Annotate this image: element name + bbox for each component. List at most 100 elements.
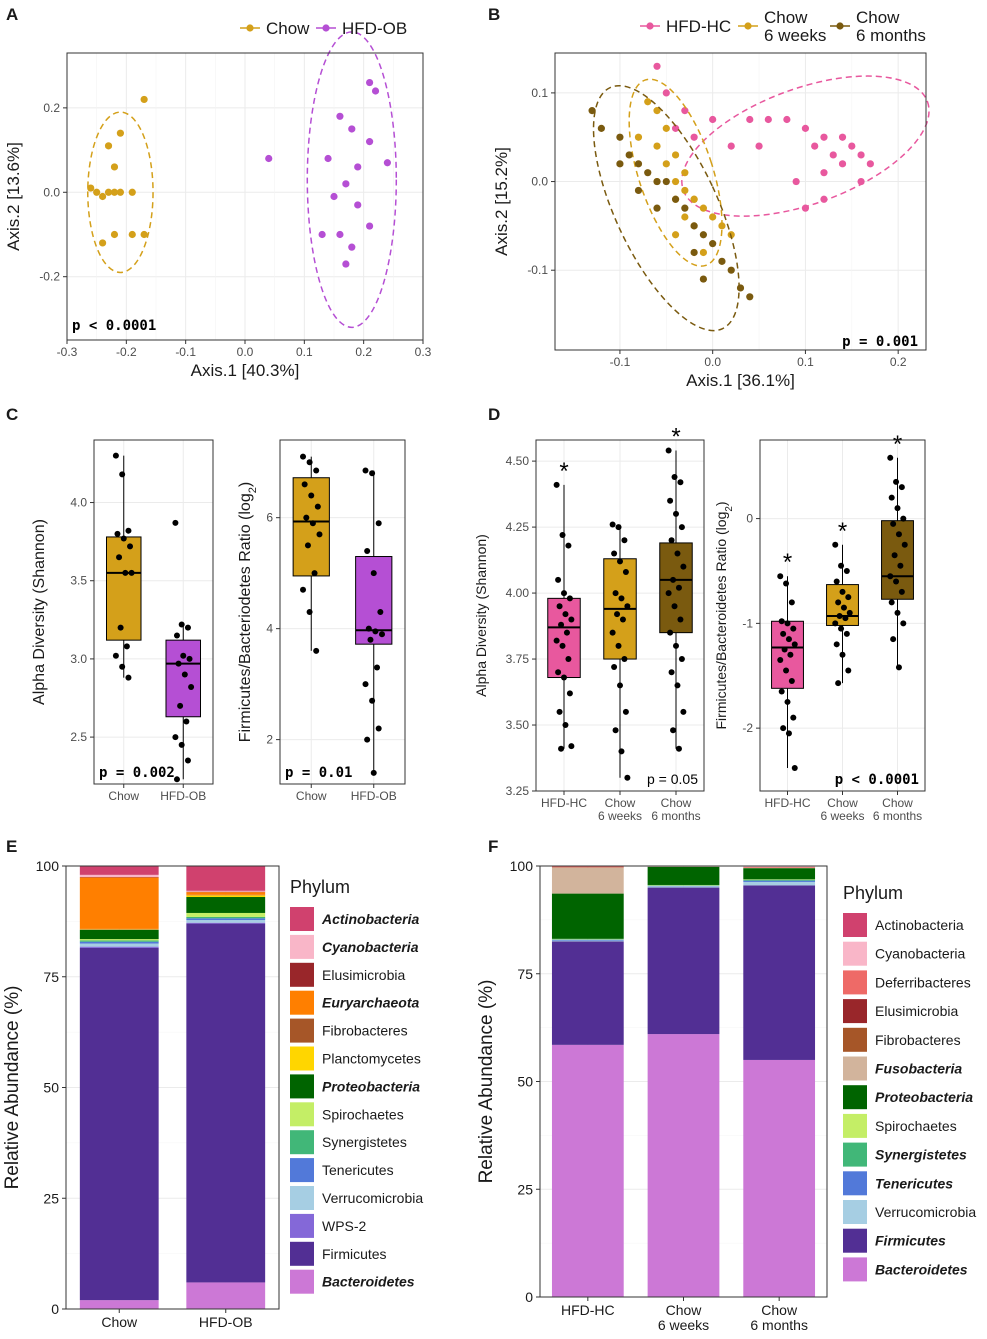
scatter-point	[93, 188, 101, 196]
data-point	[615, 642, 622, 649]
data-point	[562, 722, 569, 729]
legend-label: Actinobacteria	[321, 911, 419, 927]
data-point	[891, 552, 898, 559]
bar-segment	[79, 943, 159, 947]
scatter-point	[838, 133, 847, 141]
scatter-point	[709, 240, 717, 248]
data-point	[791, 641, 798, 648]
y-tick-label: 25	[43, 1190, 59, 1206]
data-point	[784, 698, 791, 705]
data-point	[122, 569, 129, 576]
scatter-point	[764, 115, 772, 124]
data-point	[304, 542, 311, 549]
bar-segment	[79, 874, 159, 878]
data-point	[619, 616, 626, 623]
data-point	[622, 568, 629, 575]
legend-swatch	[290, 962, 314, 987]
legend-label: Proteobacteria	[875, 1089, 973, 1105]
y-axis-label: Relative Abundance (%)	[476, 980, 497, 1184]
scatter-point	[104, 142, 113, 150]
x-tick-label: HFD-OB	[160, 789, 206, 803]
bar-segment	[186, 912, 266, 917]
x-tick-label: 0.2	[355, 345, 372, 359]
data-point	[181, 671, 188, 678]
bar-segment	[186, 918, 266, 921]
data-point	[558, 621, 565, 628]
x-tick-label: Chow	[605, 796, 636, 810]
y-tick-label: 2.5	[70, 730, 87, 744]
y-tick-label: 6	[266, 511, 273, 525]
legend-label: Planctomycetes	[322, 1051, 421, 1067]
legend-title: Phylum	[843, 883, 903, 903]
y-tick-label: 3.25	[506, 784, 530, 798]
y-axis-label-close: )	[713, 502, 729, 507]
scatter-point	[671, 177, 680, 186]
legend-label: Spirochaetes	[875, 1118, 957, 1134]
scatter-point	[116, 188, 124, 196]
y-tick-label: 0.2	[43, 101, 60, 115]
legend-label: Cyanobacteria	[322, 939, 419, 955]
significance-star: *	[893, 431, 902, 458]
legend-swatch	[843, 1171, 867, 1196]
scatter-point	[644, 98, 652, 106]
panel-letter-c: C	[6, 405, 18, 424]
box	[547, 597, 581, 679]
bar-segment	[551, 939, 624, 941]
scatter-point	[110, 188, 119, 196]
data-point	[618, 595, 625, 602]
legend-label: Verrucomicrobia	[875, 1204, 976, 1220]
bar-segment	[79, 877, 159, 929]
data-point	[833, 578, 840, 585]
scatter-point	[662, 89, 670, 97]
legend-swatch	[290, 934, 314, 959]
data-point	[667, 497, 674, 504]
data-point	[621, 656, 628, 663]
legend-swatch	[290, 1213, 314, 1238]
x-tick-label: HFD-HC	[765, 796, 811, 810]
data-point	[783, 580, 790, 587]
data-point	[175, 660, 182, 667]
data-point	[898, 588, 905, 595]
x-tick-label: Chow	[108, 789, 139, 803]
data-point	[624, 774, 631, 781]
scatter-point	[829, 151, 837, 159]
bar-segment	[79, 947, 159, 1301]
data-point	[311, 570, 318, 577]
bar-segment	[647, 1034, 720, 1297]
data-point	[895, 531, 902, 538]
x-tick-label: Chow	[882, 796, 913, 810]
legend-swatch	[843, 1228, 867, 1253]
bar-segment	[551, 867, 624, 894]
legend-swatch	[843, 1257, 867, 1282]
scatter-point	[671, 195, 680, 203]
legend-label: 6 weeks	[764, 26, 826, 45]
legend-label: Firmicutes	[322, 1246, 387, 1262]
scatter-point	[709, 213, 717, 221]
data-point	[365, 625, 372, 632]
data-point	[300, 453, 307, 460]
bar-segment	[551, 866, 624, 868]
bar-segment	[551, 940, 624, 942]
data-point	[835, 599, 842, 606]
x-tick-label: 0.1	[296, 345, 313, 359]
data-point	[362, 681, 369, 688]
legend-label: Fibrobacteres	[875, 1032, 961, 1048]
scatter-point	[588, 107, 596, 115]
data-point	[791, 764, 798, 771]
data-point	[568, 743, 575, 750]
panel-border	[554, 52, 927, 351]
legend-label: Euryarchaeota	[322, 995, 419, 1011]
x-tick-label: HFD-HC	[541, 796, 587, 810]
data-point	[618, 748, 625, 755]
scatter-point	[820, 169, 828, 177]
legend-swatch	[290, 1186, 314, 1210]
bar-segment	[79, 939, 159, 941]
scatter-point	[755, 142, 763, 150]
scatter-point	[653, 204, 661, 212]
data-point	[117, 624, 124, 631]
scatter-point	[792, 177, 800, 186]
data-point	[890, 636, 897, 643]
data-point	[890, 520, 897, 527]
data-point	[120, 535, 127, 542]
